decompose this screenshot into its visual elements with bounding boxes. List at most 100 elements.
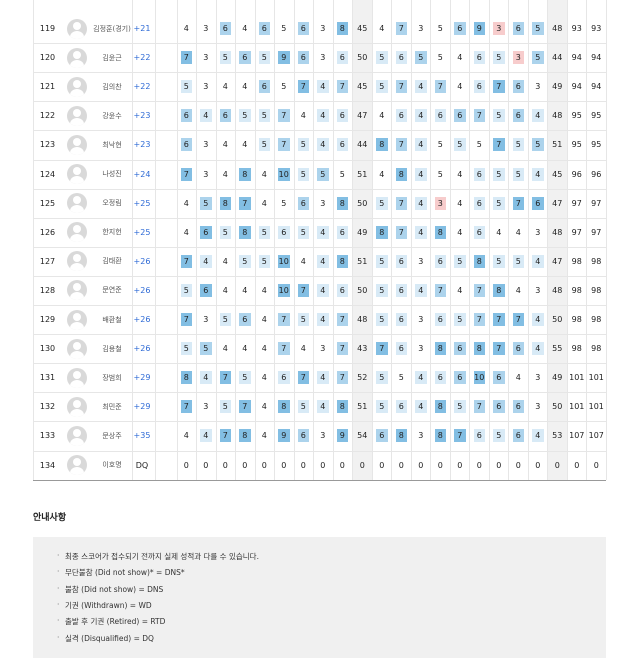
hole-highlight bbox=[434, 342, 446, 356]
hole-score: 4 bbox=[515, 373, 521, 383]
hole-highlight bbox=[376, 196, 388, 210]
round-score: 96 bbox=[571, 169, 582, 179]
hole-highlight bbox=[493, 400, 505, 414]
hole-highlight bbox=[473, 371, 485, 385]
hole-highlight bbox=[376, 138, 388, 152]
score: +29 bbox=[133, 402, 151, 412]
in-total: 49 bbox=[552, 373, 563, 383]
total-score: 94 bbox=[591, 53, 602, 63]
hole-score: 7 bbox=[496, 140, 502, 150]
hole-highlight bbox=[219, 22, 231, 36]
avatar bbox=[67, 134, 87, 155]
hole-score: 5 bbox=[183, 285, 189, 295]
hole-score: 8 bbox=[339, 256, 345, 266]
hole-highlight bbox=[278, 400, 290, 414]
hole-highlight bbox=[454, 429, 466, 443]
hole-score: 5 bbox=[496, 169, 502, 179]
hole-highlight bbox=[395, 167, 407, 181]
hole-highlight bbox=[297, 196, 309, 210]
hole-score: 6 bbox=[457, 24, 463, 34]
hole-highlight bbox=[219, 109, 231, 123]
hole-score: 10 bbox=[474, 373, 485, 383]
hole-score: 6 bbox=[300, 24, 306, 34]
hole-score: 4 bbox=[535, 344, 541, 354]
hole-score: 7 bbox=[242, 198, 248, 208]
hole-score: 4 bbox=[222, 169, 228, 179]
player-name: 이호명 bbox=[102, 461, 122, 470]
column-border bbox=[313, 0, 314, 480]
hole-highlight bbox=[512, 167, 524, 181]
hole-highlight bbox=[336, 225, 348, 239]
hole-score: 6 bbox=[476, 169, 482, 179]
hole-score: 3 bbox=[203, 140, 209, 150]
sum-column-bg bbox=[547, 0, 567, 480]
round-score: 101 bbox=[569, 373, 585, 383]
hole-highlight bbox=[317, 371, 329, 385]
hole-score: 6 bbox=[496, 402, 502, 412]
hole-score: 6 bbox=[242, 53, 248, 63]
round-score: 97 bbox=[571, 198, 582, 208]
hole-score: 3 bbox=[203, 402, 209, 412]
hole-highlight bbox=[473, 80, 485, 94]
avatar bbox=[67, 76, 87, 97]
column-border bbox=[488, 0, 490, 480]
hole-highlight bbox=[532, 196, 544, 210]
out-total: 50 bbox=[357, 53, 368, 63]
hole-score: 6 bbox=[476, 227, 482, 237]
hole-score: 4 bbox=[320, 82, 326, 92]
hole-score: 7 bbox=[476, 402, 482, 412]
hole-score: 5 bbox=[535, 140, 541, 150]
hole-score: 5 bbox=[300, 315, 306, 325]
hole-score: 0 bbox=[281, 460, 287, 470]
hole-score: 8 bbox=[476, 256, 482, 266]
hole-score: 5 bbox=[222, 53, 228, 63]
hole-highlight bbox=[415, 51, 427, 65]
round-score: 93 bbox=[571, 24, 582, 34]
hole-highlight bbox=[376, 283, 388, 297]
hole-highlight bbox=[180, 313, 192, 327]
hole-highlight bbox=[532, 313, 544, 327]
row-border bbox=[33, 275, 606, 277]
round-score: 94 bbox=[571, 53, 582, 63]
hole-score: 8 bbox=[339, 24, 345, 34]
avatar bbox=[67, 18, 87, 39]
in-total: 55 bbox=[552, 344, 563, 354]
note-item: 기권 (Withdrawn) = WD bbox=[57, 600, 152, 611]
hole-score: 6 bbox=[515, 431, 521, 441]
hole-score: 7 bbox=[281, 111, 287, 121]
hole-score: 7 bbox=[496, 315, 502, 325]
hole-score: 9 bbox=[339, 431, 345, 441]
hole-score: 0 bbox=[261, 460, 267, 470]
hole-score: 5 bbox=[300, 169, 306, 179]
hole-highlight bbox=[239, 429, 251, 443]
hole-highlight bbox=[415, 371, 427, 385]
in-total: 45 bbox=[552, 169, 563, 179]
hole-highlight bbox=[493, 167, 505, 181]
hole-score: 3 bbox=[320, 431, 326, 441]
hole-highlight bbox=[180, 51, 192, 65]
out-total: 48 bbox=[357, 315, 368, 325]
column-border bbox=[293, 0, 295, 480]
note-item: 무단불참 (Did not show)* = DNS* bbox=[57, 567, 185, 578]
score: +23 bbox=[133, 111, 151, 121]
hole-score: 7 bbox=[300, 82, 306, 92]
hole-score: 5 bbox=[379, 402, 385, 412]
hole-highlight bbox=[512, 429, 524, 443]
out-total: 50 bbox=[357, 198, 368, 208]
hole-highlight bbox=[434, 254, 446, 268]
hole-score: 6 bbox=[339, 285, 345, 295]
hole-score: 3 bbox=[535, 227, 541, 237]
hole-score: 6 bbox=[515, 344, 521, 354]
hole-highlight bbox=[180, 342, 192, 356]
hole-highlight bbox=[434, 196, 446, 210]
score: +23 bbox=[133, 140, 151, 150]
hole-score: 7 bbox=[476, 285, 482, 295]
hole-score: 5 bbox=[418, 53, 424, 63]
hole-highlight bbox=[493, 80, 505, 94]
hole-highlight bbox=[434, 313, 446, 327]
hole-score: 5 bbox=[261, 256, 267, 266]
hole-highlight bbox=[473, 342, 485, 356]
hole-score: 5 bbox=[379, 82, 385, 92]
hole-score: 4 bbox=[320, 402, 326, 412]
hole-score: 7 bbox=[496, 82, 502, 92]
